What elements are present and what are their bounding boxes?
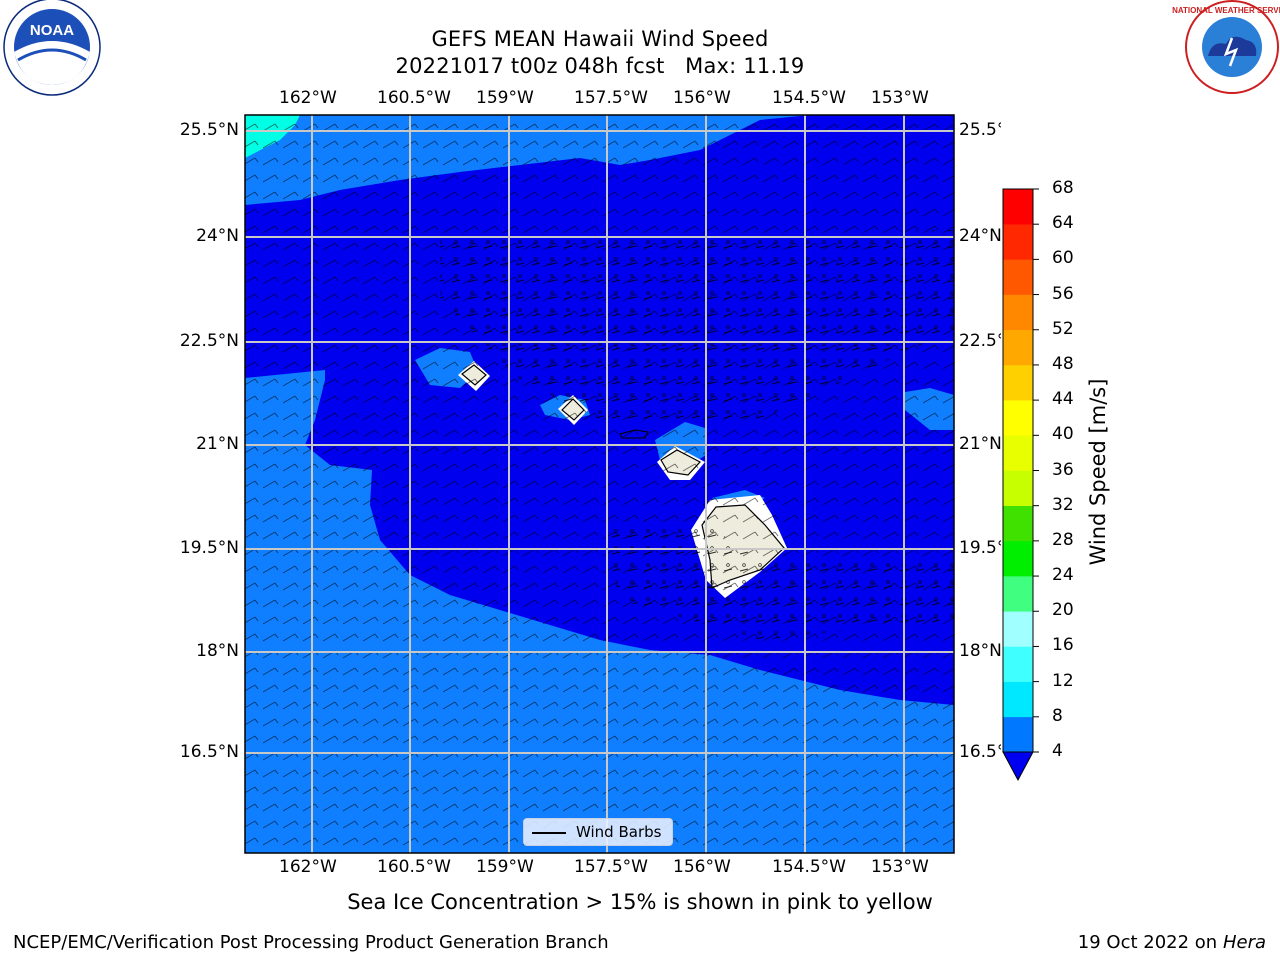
lat-label-right: 21°N — [959, 434, 1001, 454]
colorbar-label: Wind Speed [m/s] — [1086, 378, 1110, 566]
colorbar-segment — [1003, 224, 1033, 260]
lon-label-bottom: 153°W — [871, 857, 929, 877]
colorbar-tick-label: 24 — [1052, 565, 1074, 586]
lon-label-bottom: 162°W — [279, 857, 337, 877]
lon-label-bottom: 156°W — [673, 857, 731, 877]
colorbar-tick-label: 64 — [1052, 213, 1074, 234]
colorbar-tick-label: 16 — [1052, 635, 1074, 656]
lon-label-bottom: 159°W — [476, 857, 534, 877]
colorbar-segment — [1003, 716, 1033, 753]
lat-label-left: 19.5°N — [179, 538, 239, 558]
colorbar-tick-label: 36 — [1052, 459, 1074, 480]
colorbar-segment — [1003, 189, 1033, 225]
lon-label-top: 162°W — [279, 88, 337, 108]
credit-machine: Hera — [1222, 932, 1266, 953]
colorbar-segment — [1003, 294, 1033, 331]
legend-label: Wind Barbs — [576, 823, 662, 841]
lat-label-left: 25.5°N — [179, 120, 239, 140]
noaa-logo-text: NOAA — [30, 22, 74, 39]
colorbar-segment — [1003, 611, 1033, 647]
colorbar-tick-label: 8 — [1052, 705, 1063, 726]
colorbar-tick-label: 4 — [1052, 741, 1063, 761]
gridlines — [245, 115, 954, 853]
colorbar-tick-label: 20 — [1052, 600, 1074, 621]
credit-date-text: 19 Oct 2022 on — [1077, 932, 1223, 953]
colorbar-tick-label: 12 — [1052, 670, 1074, 691]
lat-label-left: 24°N — [196, 226, 239, 246]
colorbar-tick-label: 68 — [1052, 178, 1074, 198]
chart-title: GEFS MEAN Hawaii Wind Speed — [431, 27, 769, 51]
lat-label-right: 22.5°N — [959, 331, 1001, 351]
colorbar-segment — [1003, 364, 1033, 401]
wind-barb-legend-line — [532, 832, 566, 834]
colorbar-tick-label: 48 — [1052, 353, 1074, 374]
colorbar — [1002, 188, 1039, 782]
lat-label-left: 22.5°N — [179, 331, 239, 351]
colorbar-tick-label: 40 — [1052, 424, 1074, 445]
lon-label-top: 153°W — [871, 88, 929, 108]
colorbar-segment — [1003, 646, 1033, 682]
colorbar-segment — [1003, 435, 1033, 471]
colorbar-segment — [1003, 540, 1033, 577]
colorbar-tick-label: 60 — [1052, 248, 1074, 269]
lon-label-bottom: 157.5°W — [574, 857, 648, 877]
wind-barbs-layer — [245, 115, 954, 853]
credit-date: 19 Oct 2022 on Hera — [1078, 932, 1266, 953]
colorbar-extension — [1002, 751, 1034, 782]
colorbar-tick-label: 56 — [1052, 283, 1074, 304]
lon-label-bottom: 160.5°W — [377, 857, 451, 877]
map-area — [245, 115, 954, 853]
lon-label-top: 154.5°W — [772, 88, 846, 108]
colorbar-tick-label: 44 — [1052, 389, 1074, 410]
noaa-logo: NOAA — [3, 0, 101, 96]
credit-branch: NCEP/EMC/Verification Post Processing Pr… — [13, 932, 609, 953]
colorbar-segment — [1003, 400, 1033, 436]
colorbar-segment — [1003, 681, 1033, 718]
nws-logo-text: NATIONAL WEATHER SERVICE — [1172, 6, 1280, 15]
lat-label-right: 16.5°N — [959, 742, 1001, 762]
colorbar-tick-label: 52 — [1052, 318, 1074, 339]
lat-label-right: 25.5°N — [959, 120, 1001, 140]
lon-label-top: 157.5°W — [574, 88, 648, 108]
lon-label-bottom: 154.5°W — [772, 857, 846, 877]
nws-logo: NATIONAL WEATHER SERVICE — [1172, 0, 1280, 94]
colorbar-tick-label: 32 — [1052, 494, 1074, 515]
sea-ice-note: Sea Ice Concentration > 15% is shown in … — [347, 890, 933, 914]
map-frame — [244, 114, 955, 854]
colorbar-segment — [1003, 505, 1033, 542]
colorbar-tick-label: 28 — [1052, 529, 1074, 550]
colorbar-segment — [1003, 329, 1033, 366]
lat-label-left: 21°N — [196, 434, 239, 454]
lat-label-right: 24°N — [959, 226, 1001, 246]
lat-label-left: 16.5°N — [179, 742, 239, 762]
lat-label-left: 18°N — [196, 641, 239, 661]
colorbar-segment — [1003, 259, 1033, 295]
colorbar-segment — [1003, 470, 1033, 506]
lat-label-right: 19.5°N — [959, 538, 1001, 558]
lon-label-top: 160.5°W — [377, 88, 451, 108]
map-legend: Wind Barbs — [523, 818, 673, 846]
colorbar-segment — [1003, 576, 1033, 612]
lat-label-right: 18°N — [959, 641, 1001, 661]
lon-label-top: 159°W — [476, 88, 534, 108]
lon-label-top: 156°W — [673, 88, 731, 108]
chart-subtitle: 20221017 t00z 048h fcst Max: 11.19 — [395, 54, 805, 78]
